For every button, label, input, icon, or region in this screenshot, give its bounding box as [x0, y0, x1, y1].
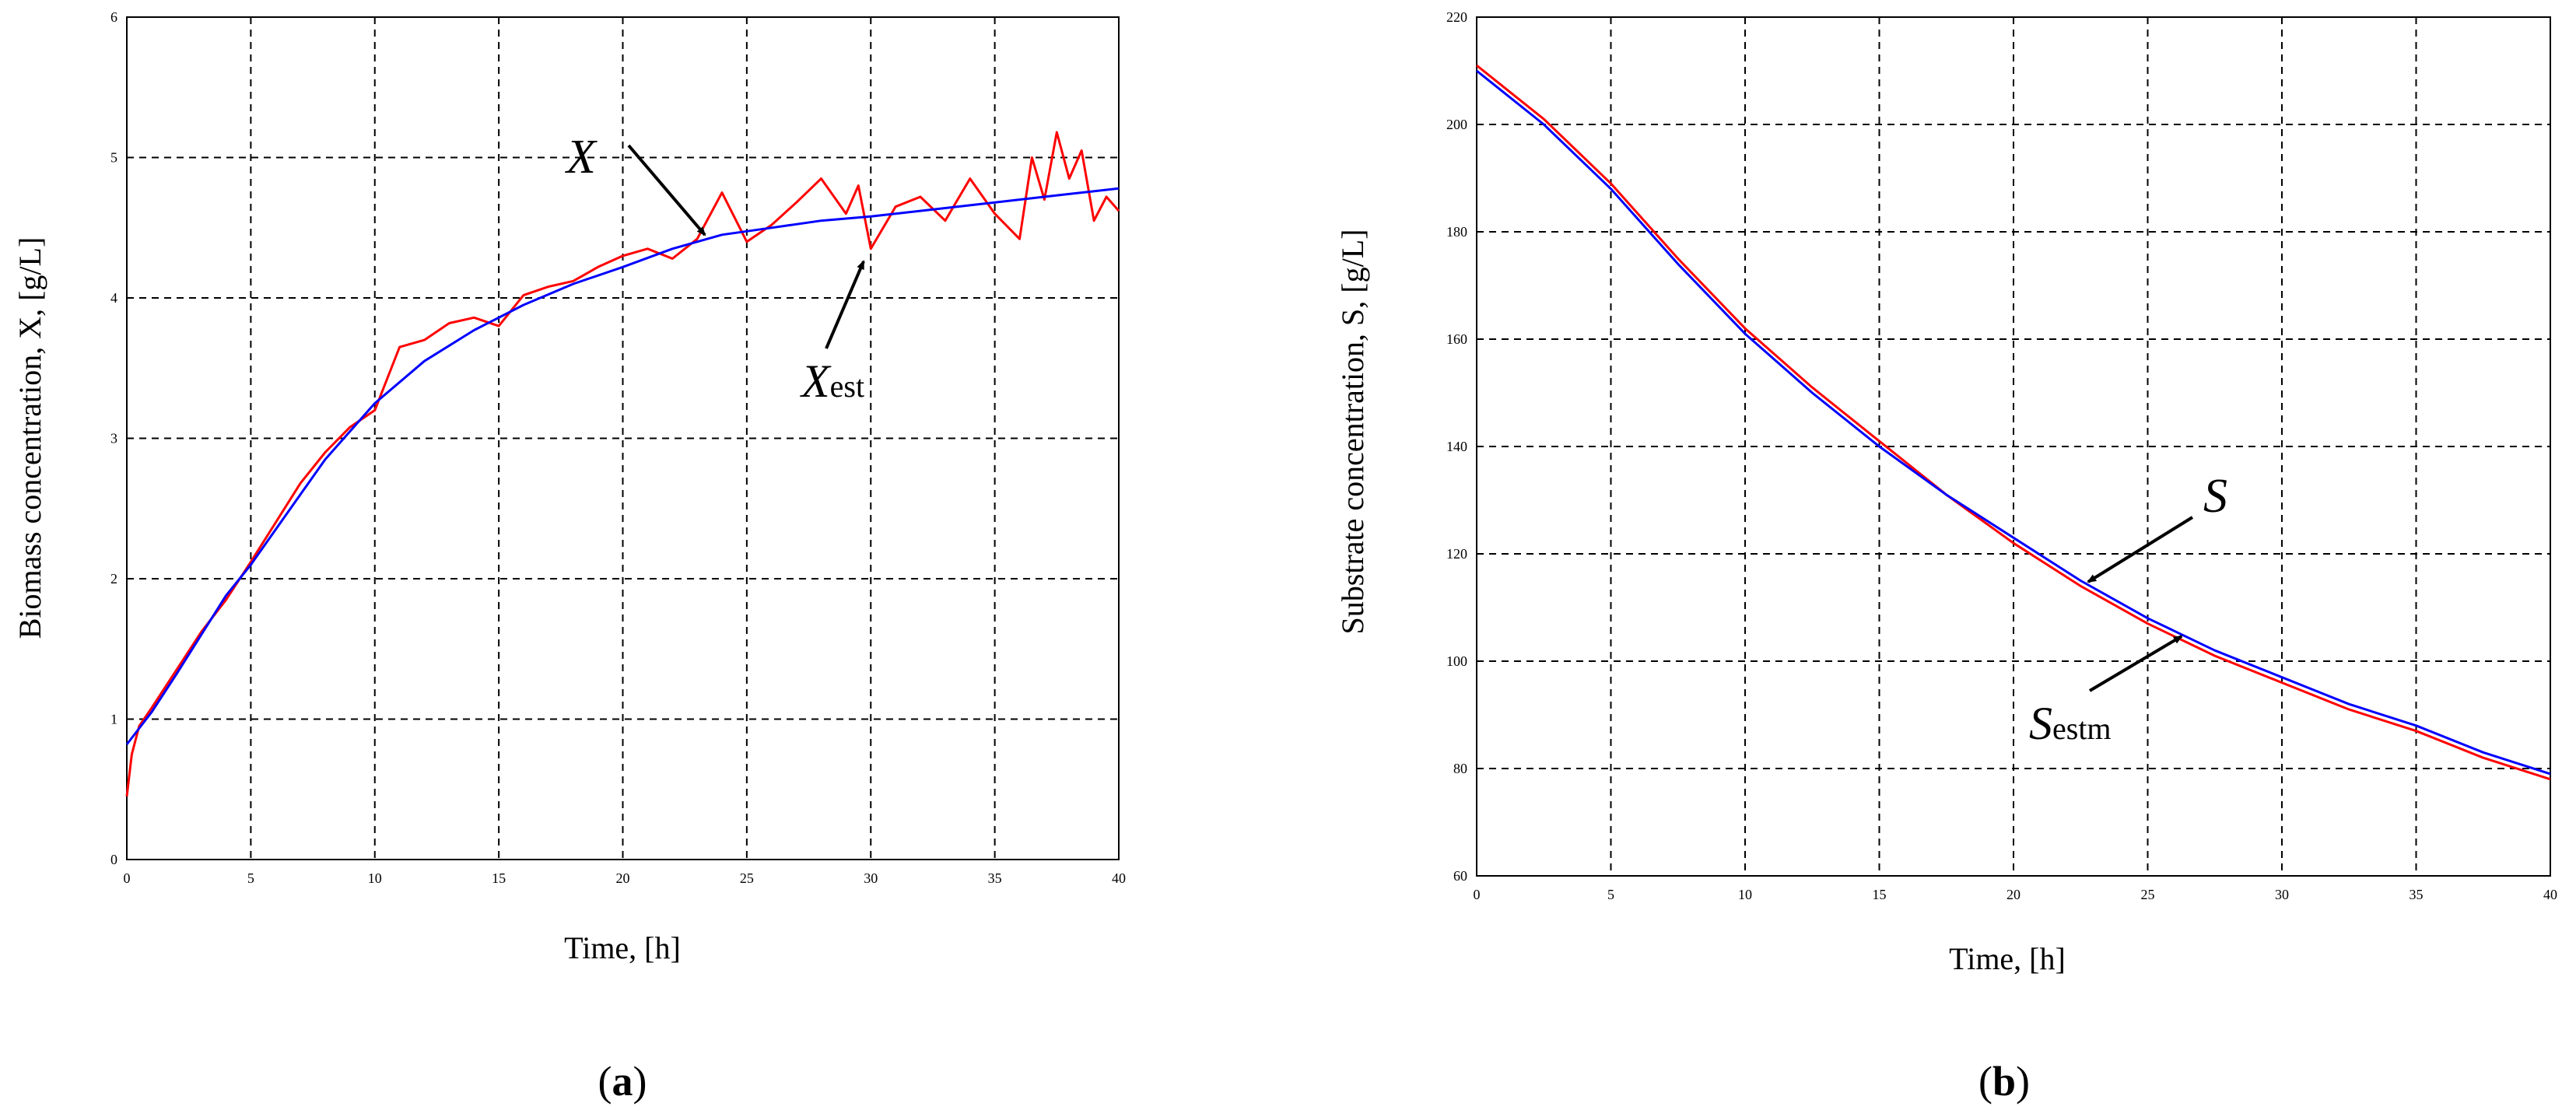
- annotation-arrow-s: [2087, 516, 2194, 583]
- x-tick-label: 5: [1607, 887, 1614, 902]
- chart-panel-a: 0 5 10 15 20 25 30 35 40 0 1 2 3 4 5 6 Time, [h] Bioma…: [12, 9, 1126, 1105]
- x-tick-label: 20: [2006, 887, 2020, 902]
- annotation-x: X: [564, 131, 598, 184]
- chart-panel-b: 0 5 10 15 20 25 30 35 40 60 80 100 120 140 160 180 200 2…: [1335, 9, 2557, 1105]
- y-tick-label: 160: [1446, 331, 1467, 347]
- series-line-sestm: [1476, 64, 2551, 781]
- y-tick-label: 220: [1446, 9, 1467, 25]
- annotation-xest: Xest: [800, 355, 864, 407]
- annotation-s: S: [2203, 470, 2227, 523]
- y-tick-label: 2: [110, 571, 117, 587]
- x-tick-label: 30: [2275, 887, 2289, 902]
- series-layer: [125, 131, 1120, 797]
- y-tick-label: 120: [1446, 546, 1467, 562]
- annotation-arrow-sestm: [2088, 635, 2183, 692]
- grid: [1477, 17, 2550, 876]
- x-tick-label: 40: [1112, 870, 1126, 886]
- x-tick-label: 35: [988, 870, 1002, 886]
- x-tick-label: 25: [740, 870, 754, 886]
- x-tick-label: 25: [2141, 887, 2155, 902]
- y-tick-label: 4: [110, 290, 117, 306]
- x-tick-label: 0: [1474, 887, 1481, 902]
- series-layer: [1476, 64, 2551, 781]
- y-tick-label: 200: [1446, 117, 1467, 132]
- y-axis-label: Substrate concentration, S, [g/L]: [1335, 229, 1370, 635]
- y-tick-label: 80: [1453, 761, 1467, 776]
- caption-a: (a): [598, 1058, 647, 1105]
- x-tick-label: 0: [124, 870, 131, 886]
- x-tick-label: 20: [616, 870, 630, 886]
- x-tick-label: 40: [2543, 887, 2557, 902]
- y-tick-label: 60: [1453, 868, 1467, 884]
- plot-frame: [126, 16, 1120, 860]
- x-axis-label: Time, [h]: [564, 930, 681, 965]
- annotation-arrow-xest: [825, 260, 865, 349]
- plot-frame: [1476, 16, 2551, 877]
- caption-b: (b): [1978, 1058, 2030, 1105]
- annotation-sestm: Sestm: [2029, 698, 2112, 749]
- series-line-x: [125, 187, 1120, 745]
- y-axis-label: Biomass concentration, X, [g/L]: [12, 237, 47, 639]
- y-tick-label: 5: [110, 150, 117, 166]
- y-tick-label: 3: [110, 431, 117, 446]
- x-tick-label: 5: [247, 870, 254, 886]
- annotation-arrow-x: [627, 144, 706, 236]
- y-tick-label: 0: [110, 852, 117, 867]
- y-tick-label: 100: [1446, 653, 1467, 669]
- x-tick-label: 30: [864, 870, 878, 886]
- y-tick-label: 140: [1446, 439, 1467, 454]
- x-tick-labels: 0 5 10 15 20 25 30 35 40: [124, 870, 1127, 886]
- series-line-s: [1476, 69, 2551, 776]
- x-tick-label: 15: [492, 870, 506, 886]
- x-tick-label: 10: [1738, 887, 1752, 902]
- x-tick-label: 15: [1873, 887, 1887, 902]
- x-tick-labels: 0 5 10 15 20 25 30 35 40: [1474, 887, 2558, 902]
- y-tick-label: 180: [1446, 224, 1467, 240]
- y-tick-labels: 0 1 2 3 4 5 6: [110, 9, 117, 867]
- grid: [127, 17, 1119, 860]
- x-tick-label: 35: [2410, 887, 2424, 902]
- y-tick-label: 1: [110, 712, 117, 727]
- x-tick-label: 10: [368, 870, 382, 886]
- x-axis-label: Time, [h]: [1949, 941, 2066, 976]
- y-tick-label: 6: [110, 9, 117, 25]
- y-tick-labels: 60 80 100 120 140 160 180 200 220: [1446, 9, 1467, 884]
